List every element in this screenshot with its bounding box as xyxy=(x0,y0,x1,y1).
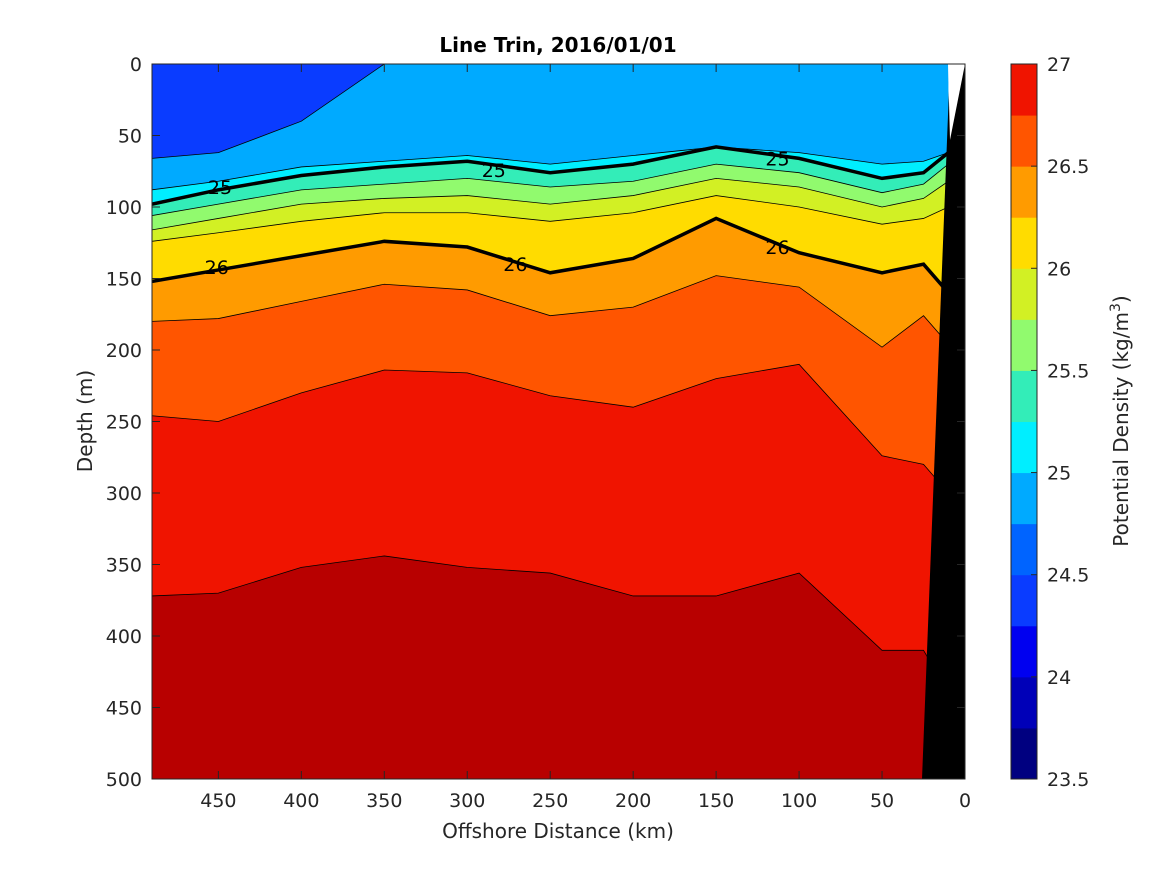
y-tick-label: 500 xyxy=(106,769,142,791)
colorbar-tick-label: 26.5 xyxy=(1047,156,1089,178)
density-bands xyxy=(152,64,949,779)
colorbar-segment xyxy=(1011,166,1037,218)
density-band xyxy=(152,275,949,493)
isopycnal-line xyxy=(152,555,949,694)
y-tick-label: 200 xyxy=(106,340,142,362)
isopycnal-line xyxy=(152,64,949,159)
isopycnal-line xyxy=(152,163,949,216)
x-tick-label: 100 xyxy=(781,790,817,812)
contour-label: 26 xyxy=(205,257,229,279)
y-tick-label: 350 xyxy=(106,555,142,577)
colorbar-segment xyxy=(1011,319,1037,371)
contour-label: 25 xyxy=(208,177,232,199)
colorbar-segment xyxy=(1011,115,1037,167)
colorbar-ticks: 27 26.5 26 25.5 25 24.5 24 23.5 xyxy=(1031,54,1089,791)
colorbar-segment xyxy=(1011,625,1037,678)
colorbar-frame xyxy=(1010,63,1038,780)
density-band xyxy=(152,146,949,216)
x-tick-label: 150 xyxy=(698,790,734,812)
isopycnal-bold-line xyxy=(152,145,950,206)
x-tick-label: 350 xyxy=(366,790,402,812)
colorbar-segment xyxy=(1011,472,1037,525)
isopycnal-line xyxy=(152,275,949,348)
density-band xyxy=(152,178,949,242)
x-tick-label: 300 xyxy=(449,790,485,812)
chart-title: Line Trin, 2016/01/01 xyxy=(439,33,676,57)
colorbar-tick-label: 24.5 xyxy=(1047,565,1089,587)
contour-label: 25 xyxy=(765,148,789,170)
contour-label: 26 xyxy=(503,254,527,276)
y-axis-label: Depth (m) xyxy=(73,370,97,472)
isopycnal-line xyxy=(152,177,949,231)
x-tick-label: 450 xyxy=(200,790,236,812)
density-band xyxy=(152,218,949,348)
y-tick-label: 100 xyxy=(106,197,142,219)
isopycnal-line xyxy=(152,146,949,191)
density-band xyxy=(152,555,949,779)
colorbar-tick-label: 24 xyxy=(1047,667,1071,689)
density-band xyxy=(152,64,949,190)
colorbar xyxy=(1011,64,1037,780)
x-tick-label: 0 xyxy=(959,790,971,812)
colorbar-tick-label: 23.5 xyxy=(1047,769,1089,791)
contour-label: 25 xyxy=(482,160,506,182)
isopycnal-line xyxy=(152,195,949,242)
colorbar-segment xyxy=(1011,574,1037,627)
y-tick-label: 150 xyxy=(106,269,142,291)
contour-lines xyxy=(152,64,950,694)
y-tick-label: 450 xyxy=(106,698,142,720)
isopycnal-line xyxy=(152,363,949,494)
isopycnal-bold-line xyxy=(152,216,950,294)
y-tick-label: 0 xyxy=(130,54,142,76)
y-tick-label: 400 xyxy=(106,626,142,648)
colorbar-tick-label: 27 xyxy=(1047,54,1071,76)
density-band xyxy=(152,195,949,293)
colorbar-segment xyxy=(1011,523,1037,576)
plot-area xyxy=(152,64,965,779)
x-tick-label: 400 xyxy=(283,790,319,812)
x-tick-label: 250 xyxy=(532,790,568,812)
colorbar-segment xyxy=(1011,268,1037,320)
y-tick-label: 250 xyxy=(106,412,142,434)
density-band xyxy=(152,364,949,694)
colorbar-tick-label: 25 xyxy=(1047,463,1071,485)
coastline-mask xyxy=(922,64,965,779)
colorbar-tick-label: 25.5 xyxy=(1047,360,1089,382)
x-tick-label: 50 xyxy=(870,790,894,812)
colorbar-segment xyxy=(1011,370,1037,422)
contour-labels: 25 25 25 26 26 26 xyxy=(205,148,790,279)
colorbar-segment xyxy=(1011,676,1037,729)
y-axis: 0 50 100 150 200 250 300 350 400 450 500 xyxy=(106,54,965,791)
x-axis-label: Offshore Distance (km) xyxy=(442,819,674,843)
x-axis: 450 400 350 300 250 200 150 100 50 0 xyxy=(200,64,971,812)
colorbar-segment xyxy=(1011,217,1037,269)
density-band xyxy=(152,164,949,230)
y-tick-label: 50 xyxy=(118,126,142,148)
contour-label: 26 xyxy=(765,237,789,259)
no-data-wedge xyxy=(948,64,965,140)
colorbar-segment xyxy=(1011,64,1037,116)
x-tick-label: 200 xyxy=(615,790,651,812)
colorbar-segment xyxy=(1011,421,1037,474)
colorbar-tick-label: 26 xyxy=(1047,258,1071,280)
colorbar-label: Potential Density (kg/m3) xyxy=(1108,295,1133,546)
y-tick-label: 300 xyxy=(106,483,142,505)
colorbar-segment xyxy=(1011,727,1037,780)
density-band xyxy=(152,64,949,159)
